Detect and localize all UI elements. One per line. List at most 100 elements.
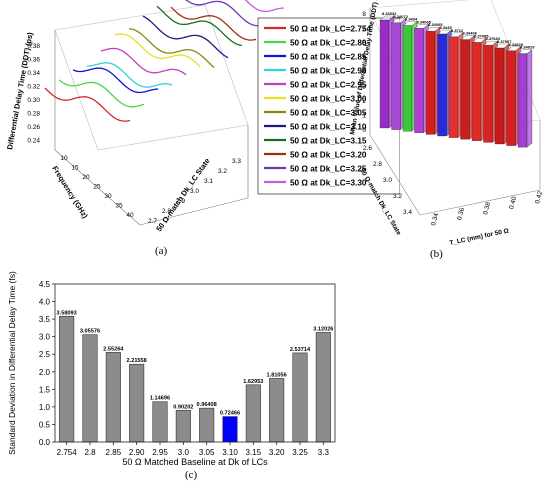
- z-tick-label: 8: [362, 11, 366, 18]
- x-tick-label: 2.8: [84, 448, 96, 457]
- state-tick-label: 2.9: [176, 198, 185, 205]
- bar-data-label: 3.12026: [313, 326, 333, 332]
- bar-top: [414, 24, 429, 29]
- y-axis-label: Standard Deviation in Differential Delay…: [7, 271, 17, 455]
- legend-label: 50 Ω at Dk_LC=3.10: [290, 123, 367, 132]
- y-tick-label: 1.0: [39, 403, 51, 412]
- bar-top: [425, 27, 441, 32]
- z-tick-label: 0.36: [27, 57, 40, 64]
- series-line: [156, 5, 243, 47]
- x-tick-label: 2.85: [106, 448, 122, 457]
- z-tick-label: 1: [362, 113, 366, 120]
- bar-data-label: 3.05576: [80, 329, 100, 335]
- bar-data-label: 1.81056: [267, 372, 287, 378]
- bar-top: [437, 29, 452, 35]
- bar-top: [483, 41, 498, 46]
- panel-a-curves: [44, 0, 285, 122]
- bar-top: [494, 43, 510, 49]
- bar-face: [391, 22, 401, 130]
- state-tick-label: 3.1: [204, 178, 213, 185]
- legend-label: 50 Ω at Dk_LC=3.00: [290, 95, 367, 104]
- state-tick-label: 2.6: [363, 145, 372, 152]
- bar-face: [494, 47, 505, 145]
- bar-top: [460, 35, 475, 40]
- bar-data-label: 8.3712: [451, 28, 464, 33]
- bar-data-label: 8.34005: [428, 22, 443, 27]
- bar: [199, 407, 215, 443]
- legend-label: 50 Ω at Dk_LC=3.30: [290, 179, 367, 188]
- z-tick-label: 4: [362, 69, 366, 76]
- panel-b-x-ticks: 0.34 0.36 0.38 0.40 0.42: [430, 190, 544, 226]
- panel-a-plot: 0.380.360.340.320.300.280.260.24 1015202…: [5, 0, 401, 233]
- bar: [82, 334, 98, 443]
- bar-data-label: 8.34029: [520, 45, 535, 50]
- freq-tick-label: 25: [93, 184, 101, 191]
- z-tick-label: 0: [362, 127, 366, 134]
- x-tick-label: 0.42: [534, 190, 544, 204]
- panel-a-state-label: 50 Ω-match Dk_LC State: [154, 156, 211, 233]
- state-tick-label: 3.0: [383, 177, 392, 184]
- y-tick-label: 4.5: [39, 280, 51, 289]
- legend-label: 50 Ω at Dk_LC=2.85: [290, 53, 367, 62]
- bar-top: [448, 32, 464, 37]
- bar-data-label: 1.62953: [243, 379, 263, 385]
- x-tick-label: 3.3: [318, 448, 330, 457]
- x-axis-ticks: 2.754 2.8 2.85 2.90 2.95 3.0 3.05 3.10 3.15 3.20 3…: [57, 442, 330, 457]
- bar-top: [506, 46, 521, 51]
- bar: [59, 315, 75, 443]
- bar-top: [379, 15, 395, 21]
- z-tick-label: 0.28: [27, 111, 40, 118]
- z-tick-label: 0.32: [27, 84, 40, 91]
- bar: [152, 401, 168, 443]
- z-tick-label: 6: [362, 40, 366, 47]
- legend-label: 50 Ω at Dk_LC=3.15: [290, 137, 367, 146]
- freq-tick-label: 20: [82, 174, 90, 181]
- x-tick-label: 0.36: [456, 207, 466, 221]
- panel-b-caption: (b): [430, 248, 443, 260]
- panel-a-box: [54, 4, 249, 226]
- bar-data-label: 2.53714: [290, 347, 311, 353]
- freq-tick-label: 35: [115, 203, 123, 210]
- series-line: [128, 28, 215, 69]
- bar: [269, 378, 285, 443]
- bar-side: [526, 49, 533, 148]
- bar: [245, 384, 261, 443]
- bar-data-label: 8.3445: [440, 25, 453, 30]
- bar-data-label: 1.14696: [150, 396, 170, 402]
- state-tick-label: 3.2: [393, 193, 402, 200]
- bar-face: [506, 50, 516, 146]
- bar-face: [448, 36, 459, 138]
- plot-frame: [54, 283, 336, 443]
- bar: 8.34029: [517, 45, 535, 148]
- state-tick-label: 2.8: [373, 161, 382, 168]
- x-tick-label: 0.34: [430, 212, 440, 226]
- bar-face: [460, 39, 470, 140]
- legend-label: 50 Ω at Dk_LC=2.754: [290, 25, 371, 34]
- panel-b-bars: 8.340328.340728.34048.340658.340058.3445…: [379, 11, 535, 148]
- x-tick-label: 2.90: [129, 448, 145, 457]
- panel-a-legend: 50 Ω at Dk_LC=2.754 50 Ω at Dk_LC=2.80 50 …: [257, 17, 401, 195]
- state-tick-label: 3.2: [218, 168, 227, 175]
- panel-a-freq-label: Frequency (GHz): [50, 164, 90, 220]
- series-line: [100, 47, 187, 76]
- x-tick-label: 2.95: [152, 448, 168, 457]
- bar-face: [402, 25, 413, 132]
- panel-b-plot: 8.340328.340728.34048.340658.340058.3445…: [349, 0, 544, 247]
- y-axis-ticks: 0.0 0.5 1.0 1.5 2.0 2.5 3.0 3.5 4.0 4.5: [39, 280, 55, 447]
- x-tick-label: 3.20: [269, 448, 285, 457]
- bar-data-label: 8.37085: [474, 33, 489, 38]
- z-tick-label: 0.26: [27, 124, 40, 131]
- bar-data-label: 8.34072: [394, 14, 409, 19]
- bar-data-label: 8.3404: [405, 17, 418, 22]
- x-tick-label: 3.10: [222, 448, 238, 457]
- bar-data-label: 0.90202: [173, 404, 193, 410]
- panel-b-state-label: 50 Ω-match Dk_LC State: [358, 168, 402, 237]
- y-tick-label: 3.5: [39, 315, 51, 324]
- series-line: [72, 67, 159, 94]
- bar-face: [414, 28, 424, 133]
- bar: [175, 410, 191, 443]
- y-tick-label: 3.0: [39, 333, 51, 342]
- bar-data-label: 8.37907: [497, 39, 512, 44]
